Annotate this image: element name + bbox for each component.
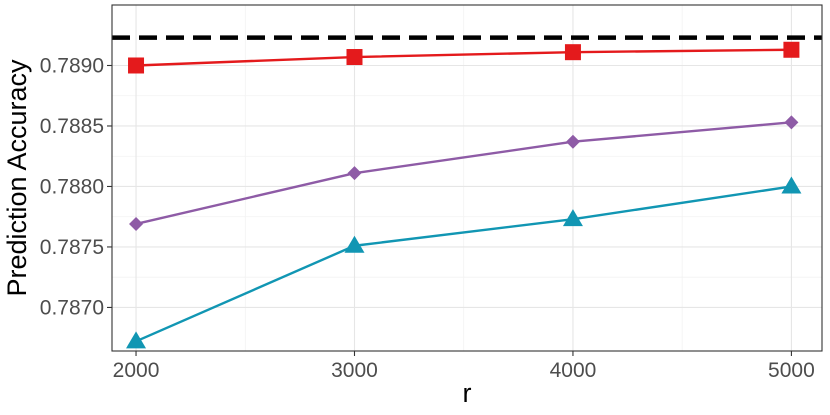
data-point-triangle (562, 209, 583, 227)
series-triangle (126, 176, 802, 349)
y-axis-title: Prediction Accuracy (2, 59, 32, 297)
y-tick-label: 0.7880 (40, 175, 104, 198)
data-point-square (128, 57, 145, 74)
x-axis-title: r (463, 378, 472, 408)
y-tick-label: 0.7870 (40, 296, 104, 319)
y-tick-label: 0.7890 (40, 54, 104, 77)
data-point-triangle (344, 235, 365, 253)
data-point-diamond (784, 115, 799, 130)
data-point-diamond (565, 134, 580, 149)
data-point-square (783, 41, 800, 58)
x-axis-ticks: 2000 3000 4000 5000 (113, 351, 815, 382)
data-point-diamond (129, 216, 144, 231)
data-point-triangle (126, 331, 147, 349)
data-point-diamond (347, 166, 362, 181)
y-axis-ticks: 0.7870 0.7875 0.7880 0.7885 0.7890 (40, 54, 112, 319)
plot-border (111, 4, 823, 352)
data-point-square (564, 44, 581, 61)
series-diamond (129, 115, 799, 231)
plot-background (112, 5, 822, 351)
x-tick-label: 2000 (113, 359, 160, 382)
series-line (135, 185, 792, 343)
series-line (135, 121, 792, 226)
x-tick-label: 5000 (768, 359, 815, 382)
data-point-square (346, 49, 363, 66)
major-gridlines (112, 5, 822, 351)
series-line (135, 48, 792, 67)
data-series (126, 41, 802, 349)
series-square (128, 41, 800, 74)
y-tick-label: 0.7875 (40, 236, 104, 259)
x-tick-label: 4000 (550, 359, 597, 382)
y-tick-label: 0.7885 (40, 115, 104, 138)
x-tick-label: 3000 (331, 359, 378, 382)
data-point-triangle (781, 176, 802, 194)
